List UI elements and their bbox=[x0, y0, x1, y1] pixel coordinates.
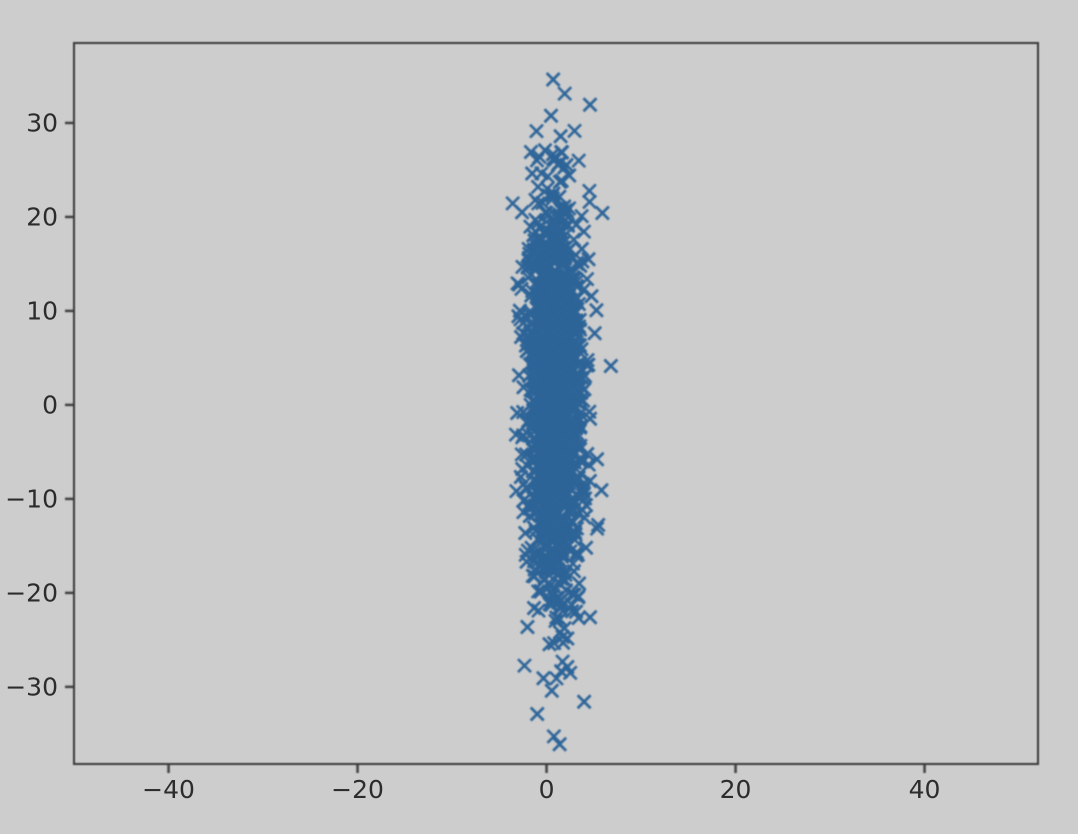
y-tick-label: 10 bbox=[26, 296, 58, 326]
y-tick-label: −10 bbox=[5, 484, 58, 514]
x-tick-label: 0 bbox=[538, 775, 555, 804]
y-tick-label: 0 bbox=[42, 390, 58, 420]
x-tick-label: −20 bbox=[331, 775, 384, 804]
x-tick-label: 20 bbox=[719, 775, 752, 804]
y-tick-label: 20 bbox=[26, 202, 58, 232]
x-tick-label: 40 bbox=[908, 775, 941, 804]
x-tick-label: −40 bbox=[142, 775, 195, 804]
y-tick-label: −20 bbox=[5, 578, 58, 608]
y-tick-label: −30 bbox=[5, 672, 58, 702]
y-tick-label: 30 bbox=[26, 108, 58, 138]
